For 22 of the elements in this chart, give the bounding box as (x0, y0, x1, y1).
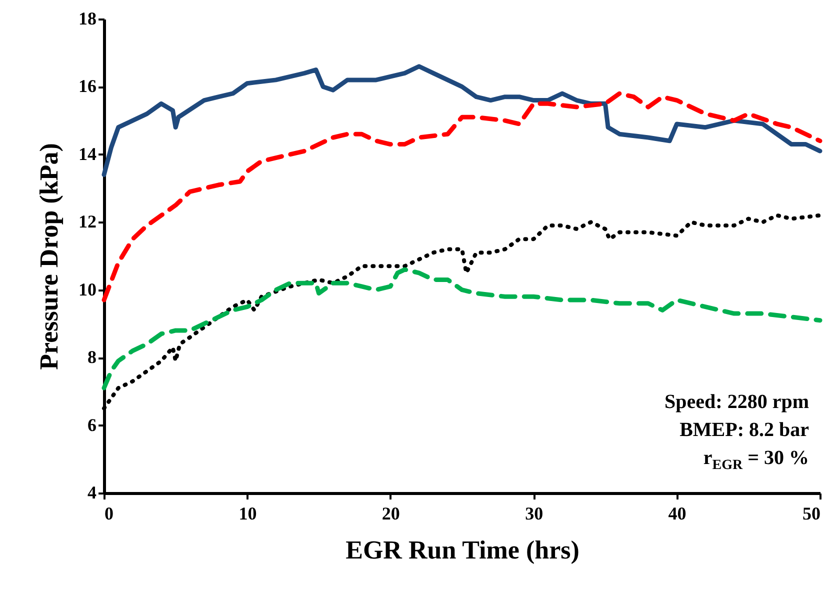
y-tick-label: 12 (78, 212, 96, 232)
y-axis-title: Pressure Drop (kPa) (34, 143, 64, 370)
x-tick-label: 40 (668, 504, 686, 524)
y-tick-label: 18 (78, 8, 96, 28)
y-tick-label: 4 (88, 482, 96, 502)
x-tick-label: 20 (382, 504, 400, 524)
line-series (102, 91, 822, 302)
x-tick-label: 10 (238, 504, 257, 524)
annotation: BMEP: 8.2 bar (678, 418, 809, 443)
annotation: r$_{EGR}$ = 30 % (702, 446, 809, 475)
y-tick-label: 14 (78, 144, 96, 164)
y-tick-label: 16 (78, 76, 96, 96)
y-tick-label: 6 (88, 414, 96, 435)
x-tick-label: 0 (104, 504, 114, 524)
y-tick-label: 10 (78, 279, 96, 300)
line-series (102, 64, 822, 177)
annotation: Speed: 2280 rpm (664, 390, 809, 415)
x-axis-title: EGR Run Time (hrs) (346, 536, 580, 564)
x-tick-label: 50 (802, 504, 820, 524)
x-tick-label: 30 (525, 504, 544, 524)
line-series (102, 267, 822, 390)
y-tick-label: 8 (88, 347, 96, 368)
